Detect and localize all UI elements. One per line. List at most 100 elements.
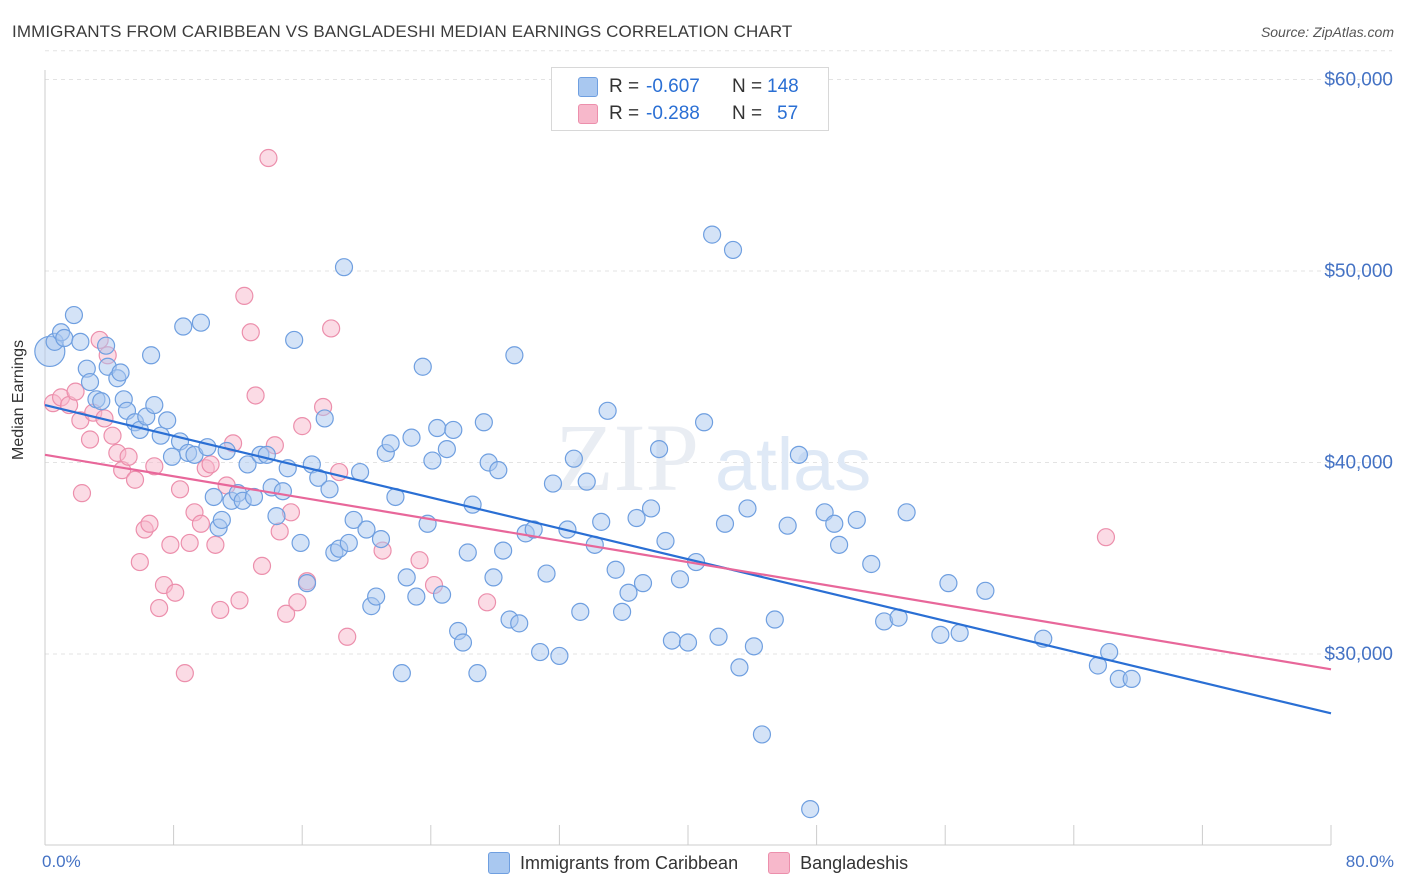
- caribbean-point: [830, 535, 849, 554]
- source-note: Source: ZipAtlas.com: [1260, 24, 1394, 40]
- caribbean-point: [825, 514, 844, 533]
- caribbean-point: [350, 462, 370, 482]
- y-tick-label: $60,000: [1324, 70, 1393, 91]
- caribbean-point: [334, 258, 354, 277]
- caribbean-point: [649, 439, 669, 459]
- bangladeshi-point: [145, 457, 164, 476]
- bangladeshi-point: [103, 426, 122, 445]
- caribbean-point: [381, 434, 400, 453]
- bangladeshi-point: [259, 148, 278, 168]
- bangladeshi-point: [201, 455, 220, 474]
- bangladeshi-point: [293, 417, 312, 436]
- caribbean-point: [273, 482, 293, 501]
- caribbean-point: [765, 610, 784, 629]
- caribbean-point: [598, 401, 617, 420]
- bangladeshi-point: [175, 664, 194, 683]
- caribbean-point: [204, 487, 223, 507]
- caribbean-point: [550, 646, 569, 666]
- caribbean-point: [897, 503, 916, 522]
- caribbean-point: [484, 568, 503, 587]
- caribbean-point: [627, 508, 646, 528]
- n-value: 148: [767, 76, 799, 97]
- caribbean-point: [191, 313, 211, 332]
- caribbean-point: [413, 357, 432, 376]
- caribbean-point: [428, 418, 447, 438]
- caribbean-point: [976, 581, 995, 600]
- caribbean-point: [397, 568, 416, 587]
- bangladeshi-point: [80, 430, 100, 449]
- caribbean-point: [505, 346, 524, 365]
- bangladeshi-legend-swatch: [768, 852, 791, 874]
- caribbean-point: [198, 438, 217, 457]
- caribbean-point: [656, 531, 675, 551]
- caribbean-point: [174, 317, 193, 336]
- axes: [44, 70, 1332, 846]
- caribbean-point: [778, 516, 797, 535]
- caribbean-point: [703, 225, 722, 244]
- caribbean-point: [267, 507, 286, 526]
- caribbean-point: [612, 602, 632, 621]
- bangladeshi-point: [125, 470, 145, 489]
- caribbean-point: [931, 625, 950, 644]
- bangladeshi-point: [166, 583, 185, 602]
- n-label: N =: [732, 103, 763, 124]
- legend-label: Bangladeshis: [800, 852, 909, 873]
- caribbean-point: [111, 363, 130, 382]
- bangladeshi-point: [170, 480, 190, 499]
- caribbean-point: [789, 445, 809, 464]
- caribbean-point: [489, 461, 508, 480]
- bangladeshi-point: [241, 323, 260, 342]
- caribbean-point: [285, 330, 304, 350]
- caribbean-point: [862, 554, 881, 574]
- caribbean-point: [730, 658, 749, 677]
- bangladeshi-point: [140, 514, 159, 533]
- caribbean-point: [55, 328, 74, 348]
- caribbean-points: [34, 225, 1141, 819]
- r-label: R =: [609, 103, 640, 124]
- caribbean-point: [402, 428, 421, 447]
- caribbean-point: [444, 420, 463, 440]
- caribbean-point: [141, 346, 161, 365]
- bangladeshi-point: [130, 552, 149, 572]
- caribbean-point: [458, 543, 477, 562]
- bangladeshi-point: [252, 556, 272, 576]
- x-axis-max-label: 80.0%: [1345, 852, 1394, 871]
- legend-label: Immigrants from Caribbean: [520, 852, 739, 873]
- caribbean-swatch: [578, 77, 598, 97]
- bangladeshi-point: [410, 551, 429, 570]
- caribbean-point: [494, 541, 513, 560]
- caribbean-point: [738, 499, 757, 518]
- x-axis-min-label: 0.0%: [42, 852, 81, 871]
- bangladeshi-swatch: [578, 104, 598, 124]
- caribbean-point: [474, 413, 493, 432]
- bangladeshi-point: [477, 593, 497, 612]
- bangladeshi-point: [322, 319, 341, 338]
- caribbean-point: [297, 574, 317, 593]
- watermark: ZIP atlas: [555, 404, 871, 511]
- caribbean-point: [633, 574, 653, 593]
- chart-title: IMMIGRANTS FROM CARIBBEAN VS BANGLADESHI…: [12, 22, 793, 41]
- bangladeshi-point: [191, 514, 211, 533]
- legend-item-bangladeshi: Bangladeshis: [768, 852, 908, 874]
- caribbean-point: [64, 305, 84, 325]
- watermark-atlas: atlas: [715, 423, 871, 506]
- caribbean-point: [592, 512, 611, 531]
- caribbean-point: [537, 564, 556, 583]
- caribbean-point: [212, 510, 231, 530]
- caribbean-point: [344, 510, 363, 530]
- caribbean-legend-swatch: [488, 852, 510, 874]
- series-legend: Immigrants from Caribbean Bangladeshis: [488, 852, 938, 874]
- caribbean-point: [950, 623, 969, 643]
- bangladeshi-point: [206, 535, 225, 554]
- bangladeshi-point: [1096, 528, 1116, 547]
- gridlines: [45, 50, 1392, 655]
- caribbean-point: [71, 332, 90, 351]
- caribbean-point: [524, 520, 543, 539]
- caribbean-point: [92, 392, 111, 411]
- legend-item-caribbean: Immigrants from Caribbean: [488, 852, 738, 874]
- caribbean-point: [238, 455, 257, 474]
- caribbean-point: [606, 560, 625, 579]
- caribbean-point: [678, 633, 698, 652]
- stats-legend: R = -0.607 N = 148 R = -0.288 N = 57: [551, 67, 829, 131]
